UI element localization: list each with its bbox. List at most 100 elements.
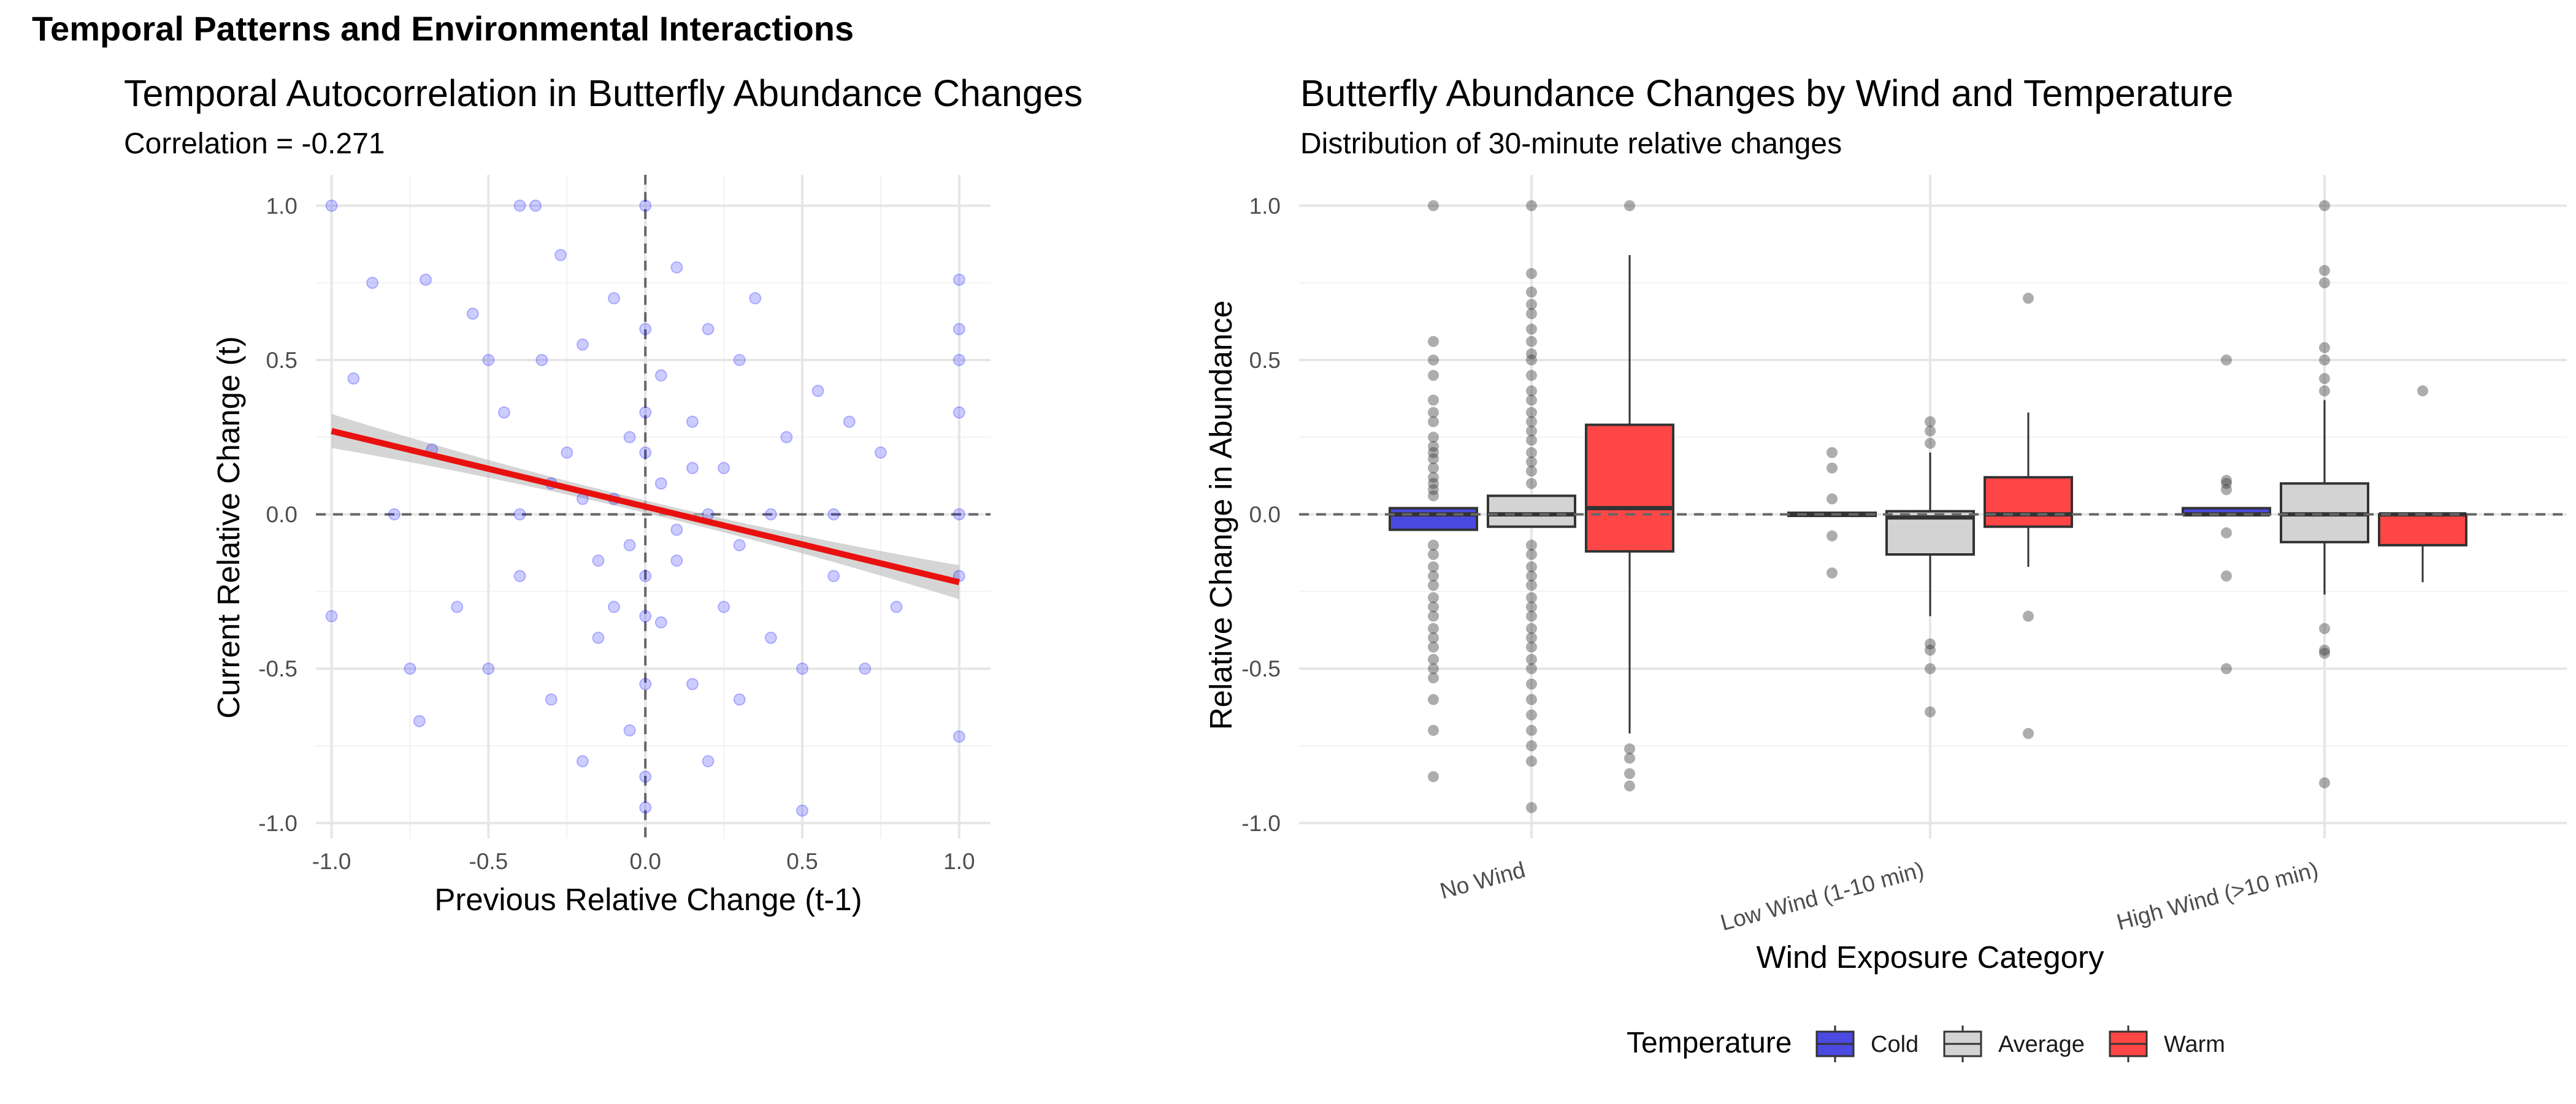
scatter-point xyxy=(592,631,605,644)
outlier-point xyxy=(1428,641,1439,653)
scatter-point xyxy=(639,446,652,459)
outlier-point xyxy=(1925,706,1936,718)
scatter-point xyxy=(608,600,621,613)
scatter-point xyxy=(420,274,432,286)
outlier-point xyxy=(2319,777,2330,789)
outlier-point xyxy=(2221,527,2232,539)
scatter-grid xyxy=(316,175,991,838)
outlier-point xyxy=(2319,623,2330,634)
scatter-point xyxy=(576,755,589,768)
outlier-point xyxy=(1526,549,1537,561)
outlier-point xyxy=(1526,580,1537,591)
scatter-point xyxy=(592,554,605,567)
scatter-point xyxy=(733,539,746,551)
outlier-point xyxy=(2319,265,2330,277)
outlier-point xyxy=(2221,354,2232,366)
y-tick-label: 1.0 xyxy=(266,193,297,218)
x-tick-label: -1.0 xyxy=(312,849,351,874)
scatter-point xyxy=(733,353,746,366)
box-body xyxy=(1585,423,1674,553)
outlier-point xyxy=(1428,447,1439,458)
outlier-point xyxy=(1428,394,1439,406)
outlier-point xyxy=(1925,416,1936,427)
outlier-point xyxy=(1428,539,1439,551)
outlier-point xyxy=(1526,709,1537,721)
scatter-point xyxy=(654,477,667,490)
outlier-point xyxy=(1526,570,1537,582)
outlier-point xyxy=(2417,385,2428,397)
outlier-point xyxy=(1428,478,1439,489)
scatter-point xyxy=(639,323,652,335)
scatter-point xyxy=(953,730,965,743)
box-body xyxy=(1984,476,2073,528)
outlier-point xyxy=(1428,407,1439,418)
scatter-point xyxy=(529,199,542,212)
outlier-point xyxy=(1428,724,1439,736)
x-tick-label: 1.0 xyxy=(943,849,975,874)
outlier-point xyxy=(1827,447,1838,458)
scatter-point xyxy=(366,277,379,289)
outlier-point xyxy=(1428,549,1439,561)
legend-item-warm: Warm xyxy=(2109,1025,2225,1062)
scatter-point xyxy=(953,508,965,521)
y-tick-label: -1.0 xyxy=(258,811,297,836)
outlier-point xyxy=(2319,354,2330,366)
outlier-point xyxy=(1526,632,1537,643)
scatter-point xyxy=(733,693,746,706)
boxplot-panel: Butterfly Abundance Changes by Wind and … xyxy=(1203,72,2567,975)
y-tick-label: 1.0 xyxy=(1249,193,1281,218)
outlier-point xyxy=(1526,601,1537,613)
legend-label: Average xyxy=(1998,1032,2085,1057)
outlier-point xyxy=(1526,641,1537,653)
outlier-point xyxy=(1827,530,1838,542)
outlier-point xyxy=(1624,753,1635,764)
outlier-point xyxy=(1428,632,1439,643)
outlier-point xyxy=(1428,610,1439,622)
scatter-points xyxy=(325,199,965,817)
outlier-point xyxy=(1428,472,1439,483)
outlier-point xyxy=(1428,416,1439,427)
outlier-point xyxy=(1428,453,1439,464)
legend-item-cold: Cold xyxy=(1815,1025,1919,1062)
scatter-point xyxy=(451,600,464,613)
scatter-point xyxy=(764,508,777,521)
scatter-point xyxy=(780,431,793,443)
outlier-point xyxy=(1526,724,1537,736)
outlier-point xyxy=(1526,592,1537,604)
boxplot-y-axis-title: Relative Change in Abundance xyxy=(1203,301,1238,730)
outlier-point xyxy=(2023,727,2034,739)
scatter-point xyxy=(890,600,903,613)
outlier-point xyxy=(1526,466,1537,477)
scatter-point xyxy=(953,323,965,335)
outlier-point xyxy=(2319,200,2330,212)
outlier-point xyxy=(1526,456,1537,468)
scatter-x-axis-title: Previous Relative Change (t-1) xyxy=(434,882,862,917)
scatter-point xyxy=(554,248,567,261)
scatter-point xyxy=(513,508,526,521)
outlier-point xyxy=(1526,286,1537,298)
scatter-point xyxy=(623,724,636,737)
outlier-point xyxy=(1526,694,1537,705)
outlier-point xyxy=(1526,354,1537,366)
boxplot-x-axis-title: Wind Exposure Category xyxy=(1757,940,2104,975)
outlier-point xyxy=(2023,293,2034,304)
scatter-point xyxy=(623,431,636,443)
box-average xyxy=(1885,416,1975,718)
outlier-point xyxy=(1526,802,1537,813)
boxplot-boxes xyxy=(1299,200,2567,813)
box-body xyxy=(1487,494,1576,528)
outlier-point xyxy=(1428,490,1439,502)
scatter-point xyxy=(718,462,730,475)
box-body xyxy=(1389,507,1478,531)
scatter-point xyxy=(639,406,652,419)
outlier-point xyxy=(1428,561,1439,573)
fit-line xyxy=(331,427,960,586)
outlier-point xyxy=(1526,370,1537,381)
legend-label: Warm xyxy=(2164,1032,2225,1057)
legend-title: Temperature xyxy=(1627,1027,1792,1059)
outlier-point xyxy=(1428,462,1439,474)
outlier-point xyxy=(2319,342,2330,353)
scatter-point xyxy=(874,446,887,459)
outlier-point xyxy=(1925,645,1936,656)
